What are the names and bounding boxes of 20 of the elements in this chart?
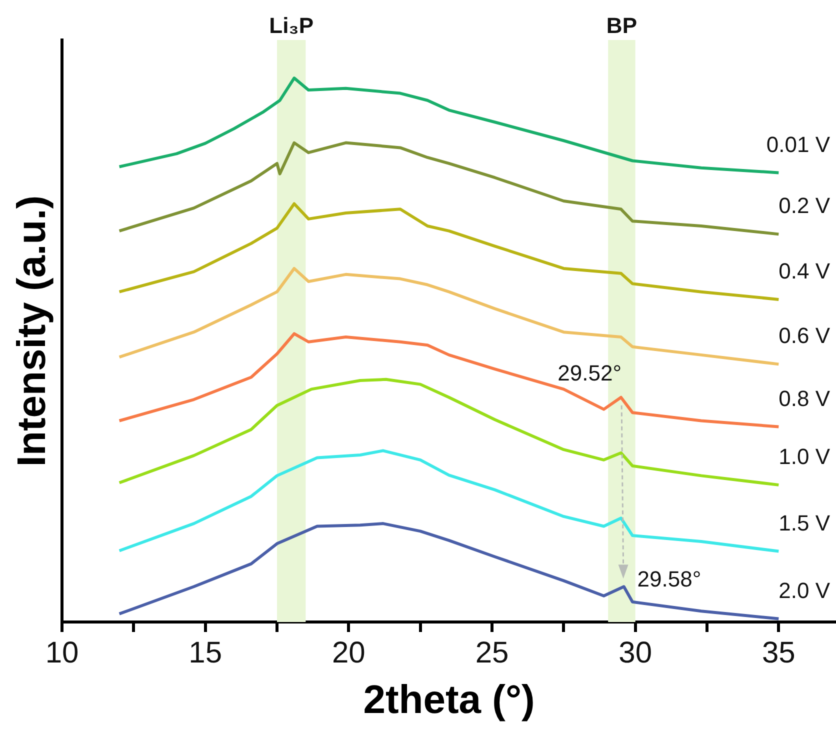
x-tick-label: 10 [45, 636, 79, 670]
band-label: BP [606, 13, 637, 38]
series-label: 0.8 V [778, 386, 830, 411]
x-tick-label: 15 [188, 636, 222, 670]
y-axis-title: Intensity (a.u.) [10, 195, 54, 467]
x-axis-title: 2theta (°) [363, 678, 535, 722]
series-label: 0.4 V [778, 258, 830, 284]
x-tick-label: 35 [762, 636, 796, 670]
series-label: 0.01 V [766, 132, 830, 157]
annotation: 29.58° [637, 566, 702, 592]
series-label: 0.2 V [778, 193, 830, 218]
x-tick-label: 20 [332, 636, 366, 670]
series-label: 1.5 V [778, 510, 830, 536]
x-tick-label: 30 [618, 636, 652, 670]
series-label: 2.0 V [778, 578, 830, 603]
series-label: 1.0 V [778, 444, 830, 469]
band-label: Li₃P [269, 13, 314, 38]
series-label: 0.6 V [778, 323, 830, 348]
annotation: 29.52° [558, 360, 622, 386]
x-tick-label: 25 [475, 636, 509, 670]
